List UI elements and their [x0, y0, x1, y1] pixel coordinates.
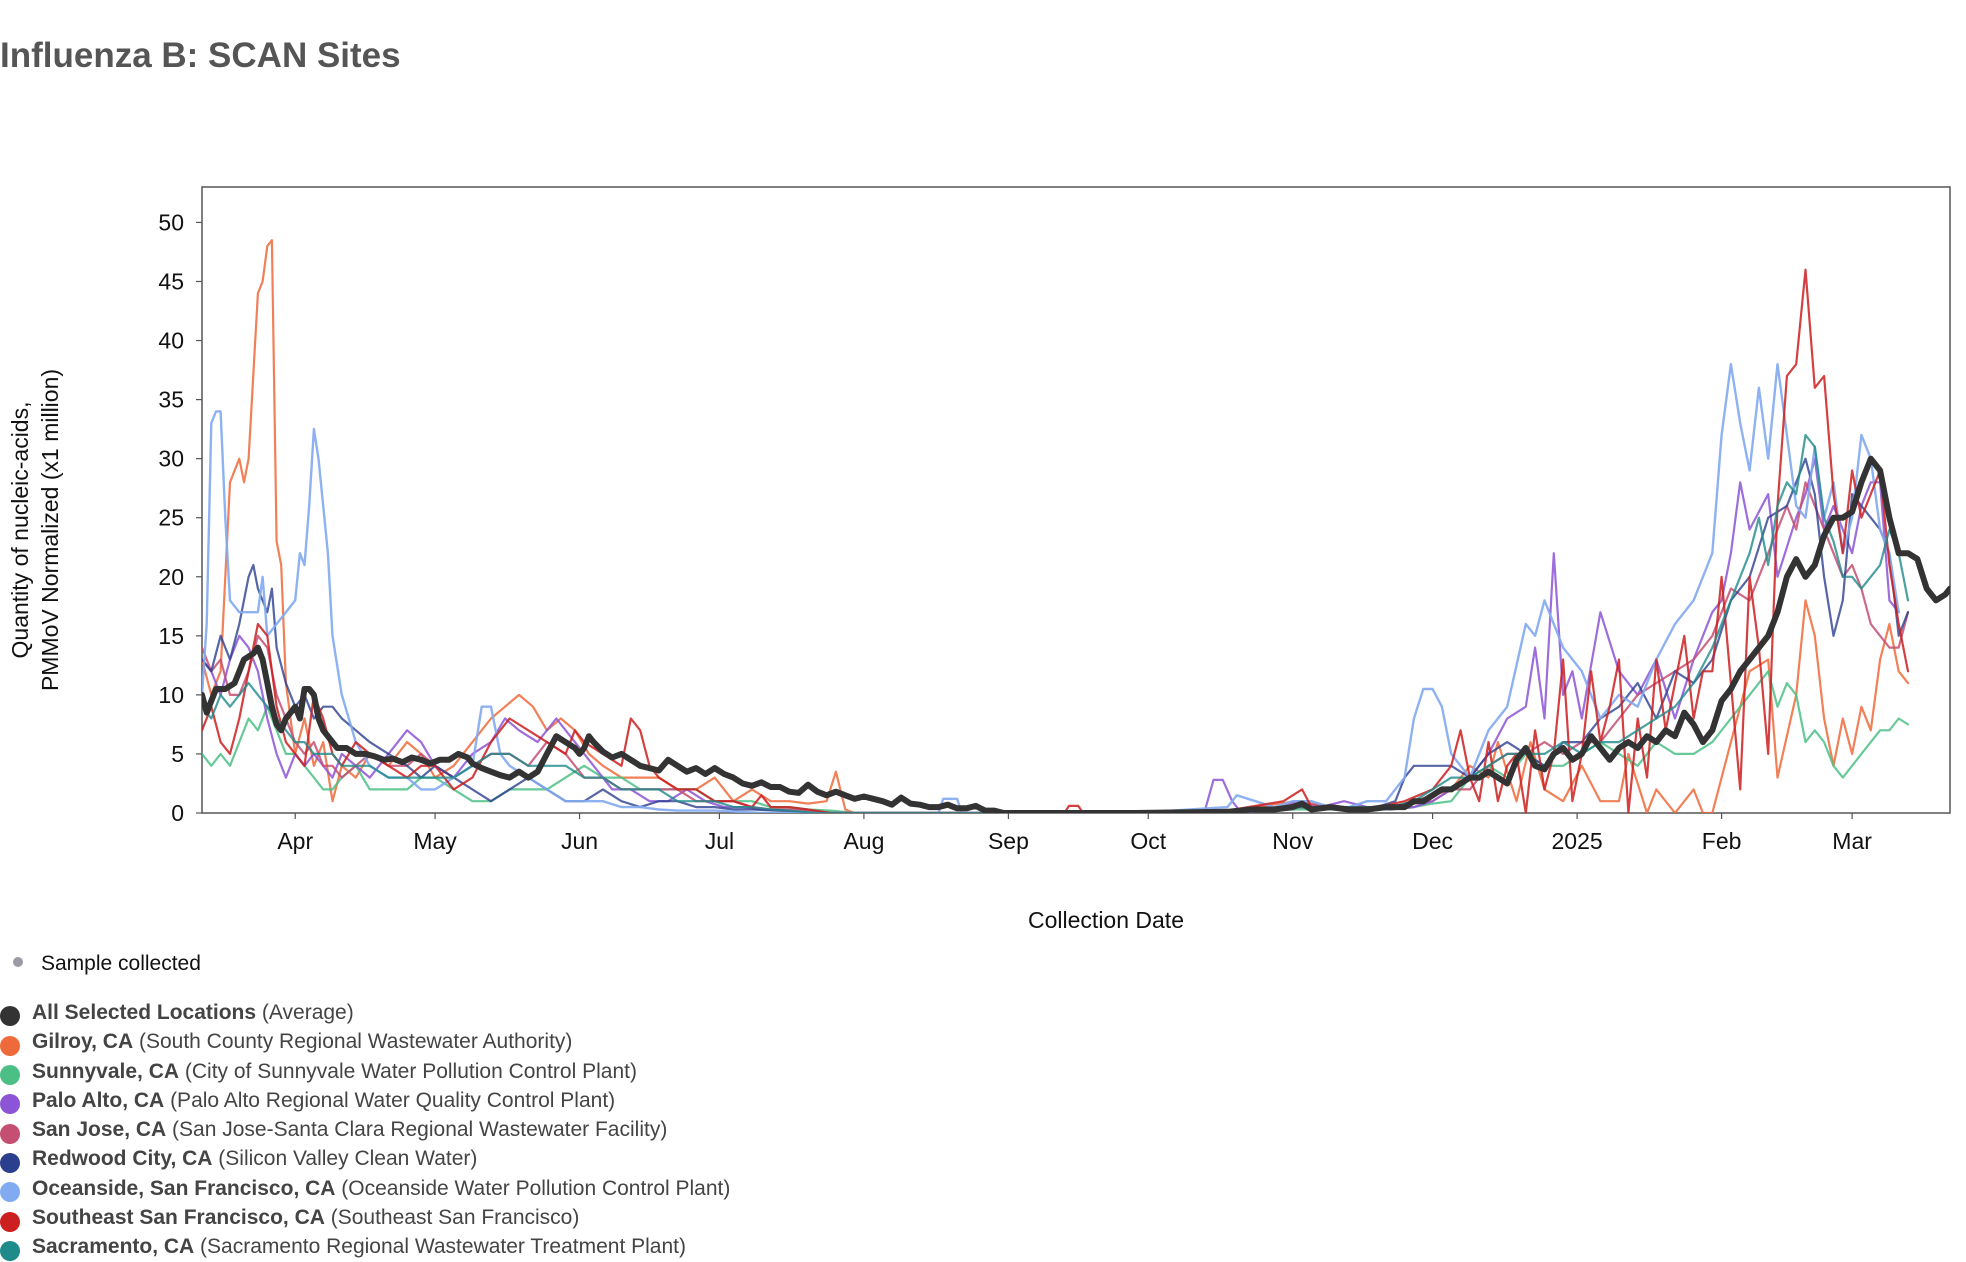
- legend-item[interactable]: Oceanside, San Francisco, CA (Oceanside …: [0, 1174, 730, 1203]
- legend-item[interactable]: Southeast San Francisco, CA (Southeast S…: [0, 1203, 730, 1232]
- x-tick-label: Jul: [705, 828, 734, 854]
- legend-item[interactable]: Sacramento, CA (Sacramento Regional Wast…: [0, 1232, 730, 1261]
- y-axis-label-line-2: PMMoV Normalized (x1 million): [37, 369, 63, 691]
- x-tick-label: May: [413, 828, 457, 854]
- y-tick-label: 20: [158, 564, 184, 590]
- legend-item[interactable]: Palo Alto, CA (Palo Alto Regional Water …: [0, 1086, 730, 1115]
- y-tick-label: 35: [158, 387, 184, 413]
- legend-swatch-icon: [0, 1182, 20, 1203]
- legend-swatch-icon: [0, 1035, 20, 1056]
- legend-location-detail: (San Jose-Santa Clara Regional Wastewate…: [166, 1118, 668, 1142]
- y-tick-label: 15: [158, 623, 184, 649]
- legend-swatch-icon: [0, 1123, 20, 1144]
- legend-location-name: Sunnyvale, CA: [32, 1059, 180, 1083]
- legend-swatch-icon: [0, 1006, 20, 1027]
- legend-location-detail: (Oceanside Water Pollution Control Plant…: [335, 1176, 731, 1200]
- legend-location-name: Southeast San Francisco, CA: [32, 1206, 325, 1230]
- legend-swatch-icon: [0, 1065, 20, 1086]
- legend-location-name: Sacramento, CA: [32, 1235, 195, 1259]
- x-tick-label: Apr: [277, 828, 313, 854]
- x-tick-label: Dec: [1412, 828, 1453, 854]
- legend-location-name: Oceanside, San Francisco, CA: [32, 1176, 336, 1200]
- legend-location-name: Gilroy, CA: [32, 1030, 134, 1054]
- legend-location-name: Redwood City, CA: [32, 1147, 213, 1171]
- legend-item[interactable]: Redwood City, CA (Silicon Valley Clean W…: [0, 1144, 730, 1173]
- legend-location-name: Palo Alto, CA: [32, 1088, 165, 1112]
- legend-item[interactable]: All Selected Locations (Average): [0, 998, 730, 1027]
- legend-item[interactable]: Sunnyvale, CA (City of Sunnyvale Water P…: [0, 1057, 730, 1086]
- x-axis-label: Collection Date: [1028, 907, 1184, 933]
- y-tick-label: 5: [171, 741, 184, 767]
- chart-title: Influenza B: SCAN Sites: [0, 36, 401, 75]
- x-tick-label: Sep: [988, 828, 1029, 854]
- series-line-all-selected-locations: [202, 455, 1950, 813]
- x-tick-label: Aug: [843, 828, 884, 854]
- legend-swatch-icon: [0, 1152, 20, 1173]
- series-line-oceanside-san-francisco-ca: [202, 363, 1900, 813]
- legend-sample-collected[interactable]: Sample collected: [0, 949, 201, 978]
- plot-area: [201, 186, 1951, 814]
- y-tick-label: 50: [158, 209, 184, 235]
- series-line-southeast-san-francisco-ca: [202, 268, 1910, 813]
- legend-location-name: San Jose, CA: [32, 1118, 167, 1142]
- y-axis-label-line-1: Quantity of nucleic-acids,: [7, 402, 33, 659]
- y-tick-label: 30: [158, 446, 184, 472]
- legend-item[interactable]: Gilroy, CA (South County Regional Wastew…: [0, 1027, 730, 1056]
- legend-location-detail: (Palo Alto Regional Water Quality Contro…: [164, 1088, 616, 1112]
- x-tick-label: 2025: [1552, 828, 1603, 854]
- x-tick-label: Feb: [1702, 828, 1742, 854]
- legend-location-detail: (Sacramento Regional Wastewater Treatmen…: [194, 1235, 686, 1259]
- legend-swatch-icon: [0, 1211, 20, 1232]
- y-tick-label: 25: [158, 505, 184, 531]
- x-tick-label: Nov: [1272, 828, 1313, 854]
- x-tick-label: Jun: [561, 828, 598, 854]
- y-tick-label: 45: [158, 268, 184, 294]
- legend: All Selected Locations (Average) Gilroy, …: [0, 998, 730, 1262]
- legend-location-detail: (Southeast San Francisco): [324, 1206, 580, 1230]
- y-tick-label: 10: [158, 682, 184, 708]
- x-tick-label: Mar: [1832, 828, 1872, 854]
- y-tick-label: 40: [158, 328, 184, 354]
- legend-swatch-icon: [0, 1240, 20, 1261]
- legend-location-name: All Selected Locations: [32, 1001, 257, 1024]
- legend-location-detail: (Silicon Valley Clean Water): [212, 1147, 478, 1171]
- legend-item[interactable]: San Jose, CA (San Jose-Santa Clara Regio…: [0, 1115, 730, 1144]
- legend-swatch-icon: [0, 1094, 20, 1115]
- series-line-sunnyvale-ca: [202, 670, 1910, 813]
- legend-location-detail: (Average): [256, 1001, 354, 1024]
- x-tick-label: Oct: [1130, 828, 1166, 854]
- sample-dot-icon: [13, 957, 23, 968]
- series-line-sacramento-ca: [202, 433, 1910, 813]
- y-tick-label: 0: [171, 800, 184, 826]
- legend-location-detail: (City of Sunnyvale Water Pollution Contr…: [179, 1059, 637, 1083]
- legend-location-detail: (South County Regional Wastewater Author…: [133, 1030, 573, 1054]
